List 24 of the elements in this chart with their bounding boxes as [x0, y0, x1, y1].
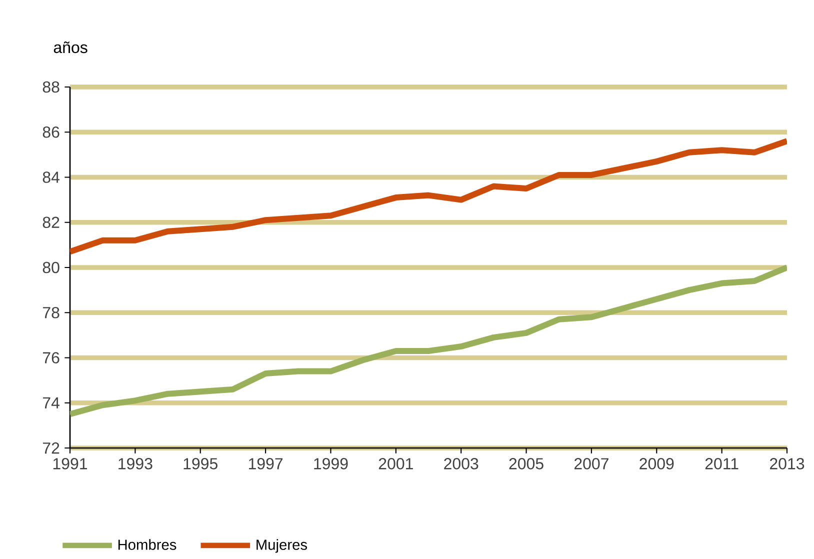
x-tick-label: 2005 [509, 458, 544, 470]
y-tick-label: 74 [42, 397, 60, 408]
x-tick-label: 2011 [705, 458, 738, 470]
y-tick-label: 84 [42, 172, 60, 183]
y-tick-label: 88 [42, 81, 60, 93]
x-tick-label: 2009 [640, 458, 674, 470]
y-tick-label: 82 [42, 216, 60, 228]
x-tick-label: 1995 [184, 458, 218, 470]
y-tick-label: 78 [42, 306, 60, 318]
x-tick-label: 2013 [770, 458, 804, 470]
x-tick-label: 2001 [378, 458, 413, 470]
y-tick-label: 76 [42, 352, 60, 364]
legend-label: Mujeres [256, 539, 308, 553]
x-tick-label: 1999 [314, 458, 348, 470]
x-tick-label: 1997 [248, 458, 283, 470]
y-tick-label: 86 [42, 126, 60, 138]
x-tick-label: 1991 [53, 458, 88, 470]
x-tick-label: 1993 [118, 458, 152, 470]
y-axis-title: años [54, 41, 88, 54]
y-tick-label: 72 [42, 442, 60, 454]
x-tick-label: 2007 [574, 458, 608, 470]
y-tick-label: 80 [42, 262, 60, 274]
legend-label: Hombres [118, 539, 176, 550]
x-tick-label: 2003 [444, 458, 478, 470]
